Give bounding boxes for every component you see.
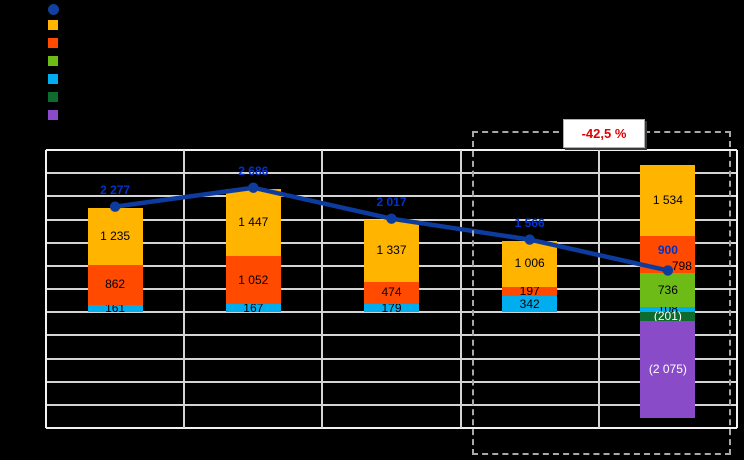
- line-point-marker: [524, 234, 535, 245]
- bar-segment-label: 167: [243, 300, 264, 315]
- gridline: [46, 311, 737, 314]
- highlight-dashed-box: [472, 131, 731, 455]
- category-separator: [597, 150, 600, 428]
- bar-segment-gold: [364, 219, 419, 282]
- bar-segment-cyan: [640, 307, 696, 313]
- bar-segment-label: 342: [519, 296, 540, 311]
- line-point-label: 900: [657, 242, 678, 257]
- bar-segment-cyan: [502, 296, 558, 313]
- line-point-marker: [386, 213, 397, 224]
- bar-segment-label: 1 534: [652, 193, 683, 208]
- bar-segment-gold: [502, 240, 558, 288]
- bar-segment-purple: [640, 321, 696, 418]
- bar-segment-label: 1 235: [100, 228, 131, 243]
- bar-segment-gold: [87, 207, 143, 265]
- bar-segment-label: 736: [657, 282, 678, 297]
- line-point-label: 2 686: [238, 164, 269, 179]
- bar-segment-label: (201): [653, 309, 682, 324]
- plot-border-line: [736, 150, 738, 428]
- delta-annotation: -42,5 %: [563, 119, 645, 148]
- bar-segment-label: 197: [519, 284, 540, 299]
- gridline: [46, 357, 737, 360]
- legend: [48, 4, 68, 124]
- purple-series-marker: [48, 110, 58, 120]
- gridline: [46, 380, 737, 383]
- bar-segment-gold: [225, 188, 281, 256]
- bar-segment-cyan: [225, 304, 281, 313]
- bar-segment-orange-red: [502, 287, 558, 297]
- line-point-label: 1 566: [514, 216, 545, 231]
- bar-segment-cyan: [87, 304, 143, 313]
- line-point-marker: [662, 265, 674, 276]
- bar-segment-label: 1 337: [376, 243, 407, 258]
- green-series-marker: [48, 56, 58, 66]
- bar-segment-orange-red: [225, 255, 281, 305]
- category-separator: [321, 150, 324, 428]
- bar-segment-orange-red: [87, 264, 143, 305]
- bar-segment-orange-red: [364, 281, 419, 304]
- line-point-label: 2 017: [376, 195, 407, 210]
- bar-segment-label: 474: [381, 285, 402, 300]
- delta-annotation-text: -42,5 %: [581, 126, 627, 141]
- plot-border-line: [45, 150, 47, 428]
- bar-segment-cyan: [364, 303, 419, 313]
- bar-segment-label: (2 075): [648, 362, 687, 377]
- dark-green-series-marker: [48, 92, 58, 102]
- line-point-label: 2 277: [100, 183, 131, 198]
- bar-segment-gold: [640, 165, 696, 237]
- bar-segment-dark-green: [640, 312, 696, 322]
- category-separator: [183, 150, 186, 428]
- gridline: [46, 172, 737, 175]
- line-point-marker: [248, 182, 259, 193]
- orange-series-marker: [48, 38, 58, 48]
- cyan-series-marker: [48, 74, 58, 84]
- bar-segment-label: 1 447: [238, 214, 269, 229]
- category-separator: [459, 150, 462, 428]
- plot-border-line: [46, 149, 737, 151]
- gold-series-marker: [48, 20, 58, 30]
- plot-border-line: [46, 427, 737, 429]
- bar-segment-label: 862: [105, 277, 126, 292]
- plot-area: 161 862 1 235 167 1 052 1 447 179 474 1 337 342 19…: [45, 149, 738, 429]
- gridline: [46, 195, 737, 198]
- bar-segment-label: 179: [381, 300, 402, 315]
- bar-segment-label: 1 006: [514, 256, 545, 271]
- gridline: [46, 403, 737, 406]
- line-series-marker: [48, 4, 59, 15]
- bar-segment-label: 1 052: [238, 272, 269, 287]
- bar-segment-green: [640, 273, 696, 308]
- gridline: [46, 334, 737, 337]
- line-point-marker: [109, 201, 121, 212]
- bar-segment-label: 798: [671, 259, 692, 274]
- total-line-series: [109, 182, 674, 276]
